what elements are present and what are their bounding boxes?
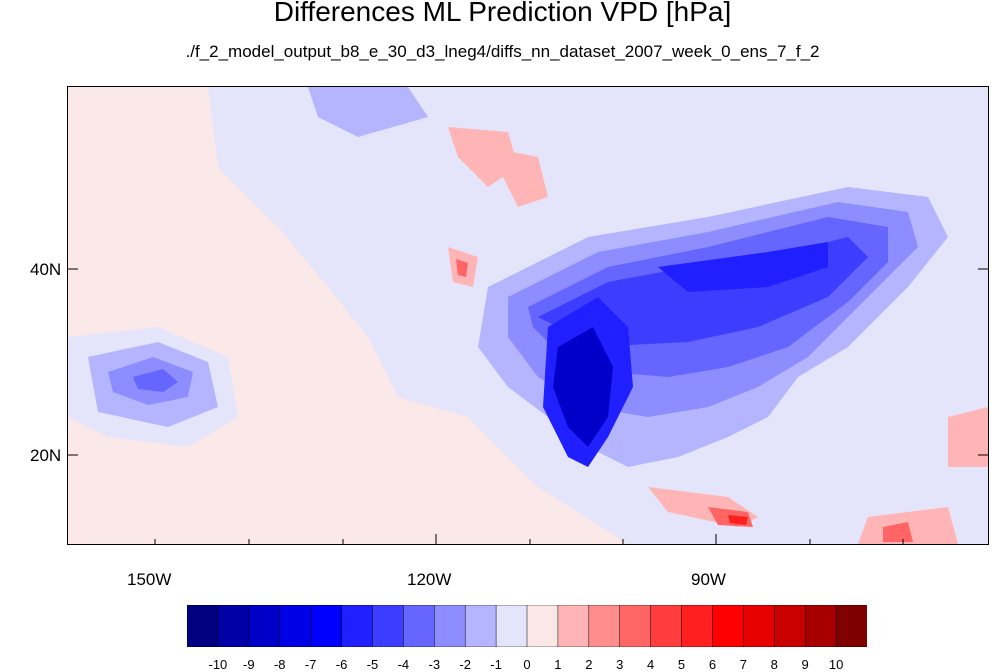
lon-label-90w: 90W [691, 570, 726, 589]
colorbar-tick-label: 1 [554, 657, 562, 672]
west-red-core [456, 259, 468, 277]
lon-label-150w: 150W [127, 570, 172, 589]
colorbar-swatch [804, 605, 837, 647]
colorbar-tick-label: 5 [677, 657, 686, 672]
colorbar-tick-label: 9 [801, 657, 809, 672]
colorbar-tick-label: -5 [366, 657, 379, 672]
colorbar-swatch [619, 605, 652, 647]
central-america-red-core [728, 515, 748, 525]
colorbar-swatch [187, 605, 219, 647]
lat-label-20n: 20N [30, 446, 62, 465]
map-title: Differences ML Prediction VPD [hPa] [273, 0, 732, 27]
colorbar-swatch [712, 605, 745, 647]
colorbar-swatch [774, 605, 806, 647]
map-plot-area [67, 86, 989, 545]
midwest-blue-5 [658, 242, 828, 292]
lon-label-120w: 120W [407, 570, 452, 589]
colorbar-swatch [248, 605, 281, 647]
colorbar-swatch [650, 605, 683, 647]
colorbar-swatch [341, 605, 374, 647]
pacific-blue-core [133, 369, 178, 392]
colorbar-tick-label: 10 [828, 657, 844, 672]
colorbar-tick-label: 6 [708, 657, 717, 672]
colorbar-tick-label: 4 [647, 657, 655, 672]
colorbar-swatch [681, 605, 714, 647]
colorbar-tick-label: 0 [523, 657, 531, 672]
northern-blue-patch [308, 87, 428, 137]
colorbar-tick-label: -6 [335, 657, 348, 672]
map-subtitle: ./f_2_model_output_b8_e_30_d3_lneg4/diff… [185, 42, 820, 61]
colorbar-tick-label: -3 [428, 657, 441, 672]
frame-ticks [68, 268, 988, 544]
colorbar-tick-label: 2 [585, 657, 593, 672]
colorbar-tick-label: -1 [490, 657, 502, 672]
colorbar-tick-label: -7 [304, 657, 317, 672]
colorbar [187, 605, 867, 647]
colorbar-tick-label: -9 [243, 657, 255, 672]
colorbar-swatch [588, 605, 621, 647]
pink-patch-north-2 [488, 147, 548, 207]
colorbar-swatch [434, 605, 466, 647]
colorbar-tick-label: -2 [459, 657, 471, 672]
colorbar-tick-label: -10 [208, 657, 228, 672]
colorbar-swatch [217, 605, 250, 647]
mexico-blue-6 [553, 327, 613, 447]
colorbar-swatch [557, 605, 590, 647]
lat-label-40n: 40N [30, 260, 62, 279]
colorbar-swatch [526, 605, 559, 647]
atlantic-pink [948, 407, 988, 467]
colorbar-swatch [495, 605, 528, 647]
colorbar-swatch [464, 605, 497, 647]
colorbar-tick-label: 3 [616, 657, 624, 672]
colorbar-swatch [743, 605, 776, 647]
colorbar-swatch [372, 605, 405, 647]
colorbar-tick-label: 8 [770, 657, 778, 672]
colorbar-tick-label: 7 [739, 657, 747, 672]
colorbar-tick-label: -4 [397, 657, 410, 672]
colorbar-swatch [279, 605, 312, 647]
colorbar-swatch [835, 605, 867, 647]
colorbar-swatch [310, 605, 343, 647]
southeast-red [883, 522, 913, 542]
colorbar-tick-label: -8 [273, 657, 286, 672]
vpd-difference-contour-map [68, 87, 988, 544]
colorbar-swatch [403, 605, 436, 647]
